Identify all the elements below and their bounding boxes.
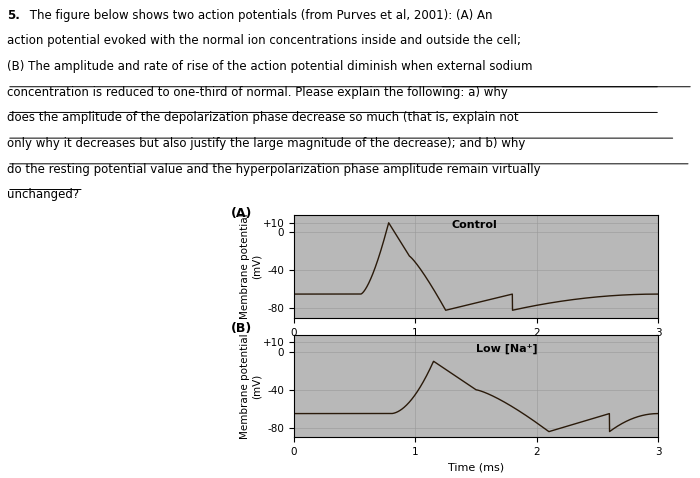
Text: Low [Na⁺]: Low [Na⁺]	[476, 344, 538, 354]
Text: does the amplitude of the depolarization phase decrease so much (that is, explai: does the amplitude of the depolarization…	[7, 111, 519, 124]
X-axis label: Time (ms): Time (ms)	[448, 463, 504, 473]
Text: action potential evoked with the normal ion concentrations inside and outside th: action potential evoked with the normal …	[7, 34, 521, 47]
Text: 5.: 5.	[7, 9, 20, 22]
Text: (A): (A)	[231, 207, 253, 220]
Text: The figure below shows two action potentials (from Purves et al, 2001): (A) An: The figure below shows two action potent…	[26, 9, 493, 22]
Y-axis label: Membrane potential
(mV): Membrane potential (mV)	[239, 214, 261, 319]
Y-axis label: Membrane potential
(mV): Membrane potential (mV)	[239, 333, 261, 439]
X-axis label: Time (ms): Time (ms)	[448, 343, 504, 353]
Text: unchanged?: unchanged?	[7, 188, 79, 202]
Text: (B) The amplitude and rate of rise of the action potential diminish when externa: (B) The amplitude and rate of rise of th…	[7, 60, 533, 73]
Text: concentration is reduced to one-third of normal. Please explain the following: a: concentration is reduced to one-third of…	[7, 86, 508, 99]
Text: Control: Control	[452, 220, 498, 230]
Text: do the resting potential value and the hyperpolarization phase amplitude remain : do the resting potential value and the h…	[7, 163, 540, 176]
Text: (B): (B)	[231, 322, 252, 335]
Text: only why it decreases but also justify the large magnitude of the decrease); and: only why it decreases but also justify t…	[7, 137, 526, 150]
